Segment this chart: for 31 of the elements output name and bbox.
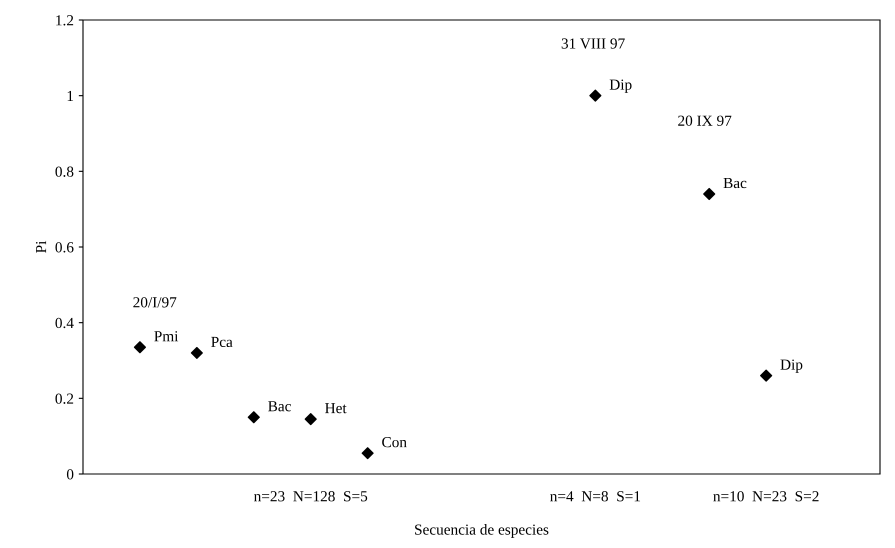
y-tick-label: 0.6 <box>55 242 74 253</box>
point <box>589 90 602 102</box>
annotation: 20 IX 97 <box>678 116 732 126</box>
y-tick-label: 0 <box>66 469 74 480</box>
y-tick-label: 0.4 <box>55 318 74 328</box>
point <box>362 447 374 460</box>
x-tick-label: n=4 N=8 S=1 <box>550 491 640 502</box>
point <box>760 370 772 382</box>
point <box>248 411 260 424</box>
y-tick-label: 0.2 <box>55 393 74 404</box>
data-label: Con <box>382 437 407 448</box>
data-label: Pca <box>211 336 233 348</box>
x-axis-title: Secuencia de especies <box>415 524 548 538</box>
data-label: Dip <box>780 359 802 373</box>
y-tick-label: 0.8 <box>55 166 74 177</box>
point <box>190 346 203 360</box>
data-label: Dip <box>610 80 632 93</box>
data-label: Bac <box>724 178 746 188</box>
annotation: 31 VIII 97 <box>562 38 625 49</box>
data-label: Pmi <box>154 331 178 342</box>
y-axis-title: Pi <box>36 240 46 253</box>
data-label: Het <box>325 403 347 414</box>
annotation: 20/I/97 <box>133 297 176 308</box>
y-tick-label: 1.2 <box>56 15 74 26</box>
y-tick-label: 1 <box>68 90 74 101</box>
point <box>304 413 317 426</box>
point <box>134 341 146 354</box>
data-label: Bac <box>268 401 291 412</box>
x-tick-label: n=10 N=23 S=2 <box>713 491 819 502</box>
x-tick-label: n=23 N=128 S=5 <box>254 491 368 502</box>
point <box>703 188 716 200</box>
